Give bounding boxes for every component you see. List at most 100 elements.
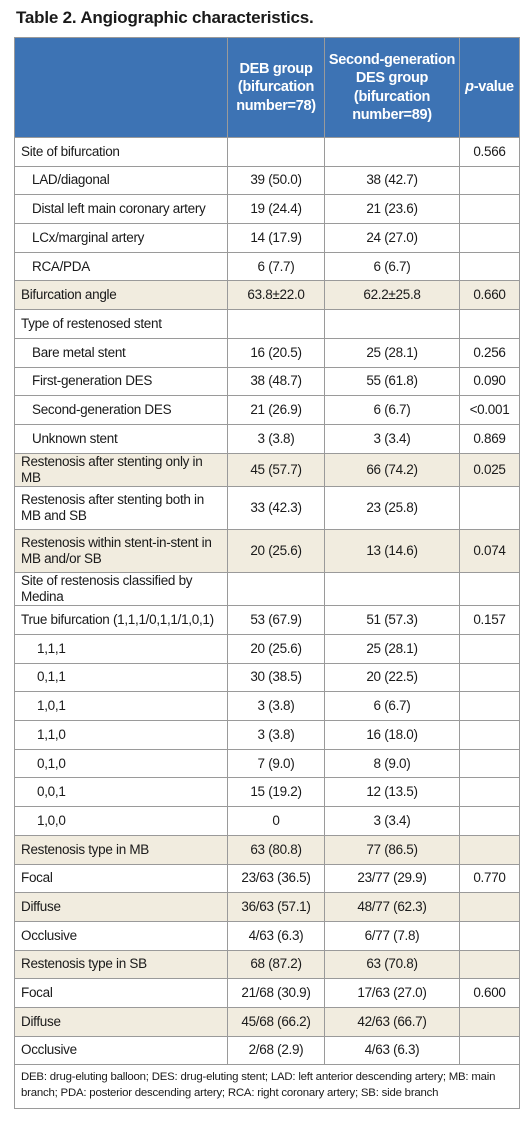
p-value-cell <box>459 634 520 664</box>
row-label: Focal <box>14 863 228 894</box>
des-value-cell: 6 (6.7) <box>324 251 460 282</box>
row-label: Second-generation DES <box>14 395 228 425</box>
row-label: Site of bifurcation <box>14 137 228 167</box>
row-label: Bare metal stent <box>14 337 228 368</box>
table-row: Site of restenosis classified by Medina <box>14 571 520 607</box>
deb-value-cell: 68 (87.2) <box>227 949 325 980</box>
table-row: Restenosis after stenting only in MB 45 (… <box>14 452 520 487</box>
p-value-cell <box>459 309 520 339</box>
deb-value-cell <box>227 571 325 607</box>
table-row: LAD/diagonal 39 (50.0) 38 (42.7) <box>14 165 520 196</box>
p-value-cell <box>459 892 520 922</box>
deb-value-cell: 2/68 (2.9) <box>227 1035 325 1066</box>
p-value-cell <box>459 251 520 282</box>
table-row: LCx/marginal artery 14 (17.9) 24 (27.0) <box>14 223 520 253</box>
table-footnote: DEB: drug-eluting balloon; DES: drug-elu… <box>14 1064 520 1110</box>
deb-value-cell: 14 (17.9) <box>227 223 325 253</box>
table-row: Diffuse 36/63 (57.1) 48/77 (62.3) <box>14 892 520 922</box>
row-label: Occlusive <box>14 1035 228 1066</box>
table-row: 0,1,0 7 (9.0) 8 (9.0) <box>14 748 520 779</box>
row-label: 1,0,0 <box>14 806 228 836</box>
des-value-cell: 77 (86.5) <box>324 834 460 865</box>
des-value-cell: 51 (57.3) <box>324 605 460 635</box>
deb-value-cell: 3 (3.8) <box>227 691 325 722</box>
row-label: Distal left main coronary artery <box>14 194 228 225</box>
des-value-cell: 62.2±25.8 <box>324 280 460 311</box>
table-row: First-generation DES 38 (48.7) 55 (61.8) 0.… <box>14 366 520 397</box>
row-label: LCx/marginal artery <box>14 223 228 253</box>
p-value-cell <box>459 1006 520 1037</box>
p-value-cell: 0.660 <box>459 280 520 311</box>
table-row: 1,1,1 20 (25.6) 25 (28.1) <box>14 634 520 664</box>
header-p-italic: p <box>465 79 474 96</box>
row-label: Diffuse <box>14 1006 228 1037</box>
des-value-cell: 3 (3.4) <box>324 423 460 454</box>
deb-value-cell: 45/68 (66.2) <box>227 1006 325 1037</box>
row-label: Type of restenosed stent <box>14 309 228 339</box>
table-row: Focal 23/63 (36.5) 23/77 (29.9) 0.770 <box>14 863 520 894</box>
row-label: Restenosis type in SB <box>14 949 228 980</box>
row-label: Restenosis after stenting both in MB and… <box>14 485 228 530</box>
table-row: Diffuse 45/68 (66.2) 42/63 (66.7) <box>14 1006 520 1037</box>
row-label: Restenosis within stent-in-stent in MB a… <box>14 528 228 573</box>
header-p-suffix: -value <box>473 79 514 96</box>
deb-value-cell: 4/63 (6.3) <box>227 920 325 951</box>
row-label: First-generation DES <box>14 366 228 397</box>
deb-value-cell: 33 (42.3) <box>227 485 325 530</box>
p-value-cell: <0.001 <box>459 395 520 425</box>
deb-value-cell: 45 (57.7) <box>227 452 325 487</box>
p-value-cell <box>459 194 520 225</box>
des-value-cell: 17/63 (27.0) <box>324 978 460 1008</box>
p-value-cell: 0.025 <box>459 452 520 487</box>
deb-value-cell: 23/63 (36.5) <box>227 863 325 894</box>
row-label: True bifurcation (1,1,1/0,1,1/1,0,1) <box>14 605 228 635</box>
row-label: 0,1,1 <box>14 662 228 693</box>
deb-value-cell: 36/63 (57.1) <box>227 892 325 922</box>
deb-value-cell: 21/68 (30.9) <box>227 978 325 1008</box>
des-value-cell: 42/63 (66.7) <box>324 1006 460 1037</box>
table-row: Bare metal stent 16 (20.5) 25 (28.1) 0.256 <box>14 337 520 368</box>
row-label: Site of restenosis classified by Medina <box>14 571 228 607</box>
p-value-cell <box>459 223 520 253</box>
table-row: Restenosis type in MB 63 (80.8) 77 (86.5) <box>14 834 520 865</box>
row-label: 1,0,1 <box>14 691 228 722</box>
p-value-cell: 0.090 <box>459 366 520 397</box>
deb-value-cell: 21 (26.9) <box>227 395 325 425</box>
des-value-cell <box>324 309 460 339</box>
row-label: LAD/diagonal <box>14 165 228 196</box>
row-label: Bifurcation angle <box>14 280 228 311</box>
des-value-cell: 55 (61.8) <box>324 366 460 397</box>
des-value-cell: 12 (13.5) <box>324 777 460 808</box>
p-value-cell: 0.869 <box>459 423 520 454</box>
deb-value-cell <box>227 137 325 167</box>
deb-value-cell: 19 (24.4) <box>227 194 325 225</box>
deb-value-cell: 38 (48.7) <box>227 366 325 397</box>
header-deb-group: DEB group (bifurcation number=78) <box>227 37 325 138</box>
des-value-cell: 4/63 (6.3) <box>324 1035 460 1066</box>
table-row: True bifurcation (1,1,1/0,1,1/1,0,1) 53 (… <box>14 605 520 635</box>
table-row: Occlusive 2/68 (2.9) 4/63 (6.3) <box>14 1035 520 1066</box>
des-value-cell: 21 (23.6) <box>324 194 460 225</box>
deb-value-cell: 20 (25.6) <box>227 528 325 573</box>
p-value-cell <box>459 1035 520 1066</box>
des-value-cell: 3 (3.4) <box>324 806 460 836</box>
deb-value-cell: 53 (67.9) <box>227 605 325 635</box>
deb-value-cell: 3 (3.8) <box>227 423 325 454</box>
table-row: 0,1,1 30 (38.5) 20 (22.5) <box>14 662 520 693</box>
table-row: 1,0,0 0 3 (3.4) <box>14 806 520 836</box>
p-value-cell <box>459 777 520 808</box>
des-value-cell: 13 (14.6) <box>324 528 460 573</box>
p-value-cell: 0.157 <box>459 605 520 635</box>
p-value-cell: 0.566 <box>459 137 520 167</box>
deb-value-cell: 16 (20.5) <box>227 337 325 368</box>
table-row: Distal left main coronary artery 19 (24.4… <box>14 194 520 225</box>
des-value-cell: 24 (27.0) <box>324 223 460 253</box>
p-value-cell <box>459 720 520 750</box>
deb-value-cell: 63.8±22.0 <box>227 280 325 311</box>
table-row: Focal 21/68 (30.9) 17/63 (27.0) 0.600 <box>14 978 520 1008</box>
table-row: 1,0,1 3 (3.8) 6 (6.7) <box>14 691 520 722</box>
des-value-cell <box>324 137 460 167</box>
p-value-cell <box>459 691 520 722</box>
table-row: 0,0,1 15 (19.2) 12 (13.5) <box>14 777 520 808</box>
des-value-cell: 6 (6.7) <box>324 395 460 425</box>
